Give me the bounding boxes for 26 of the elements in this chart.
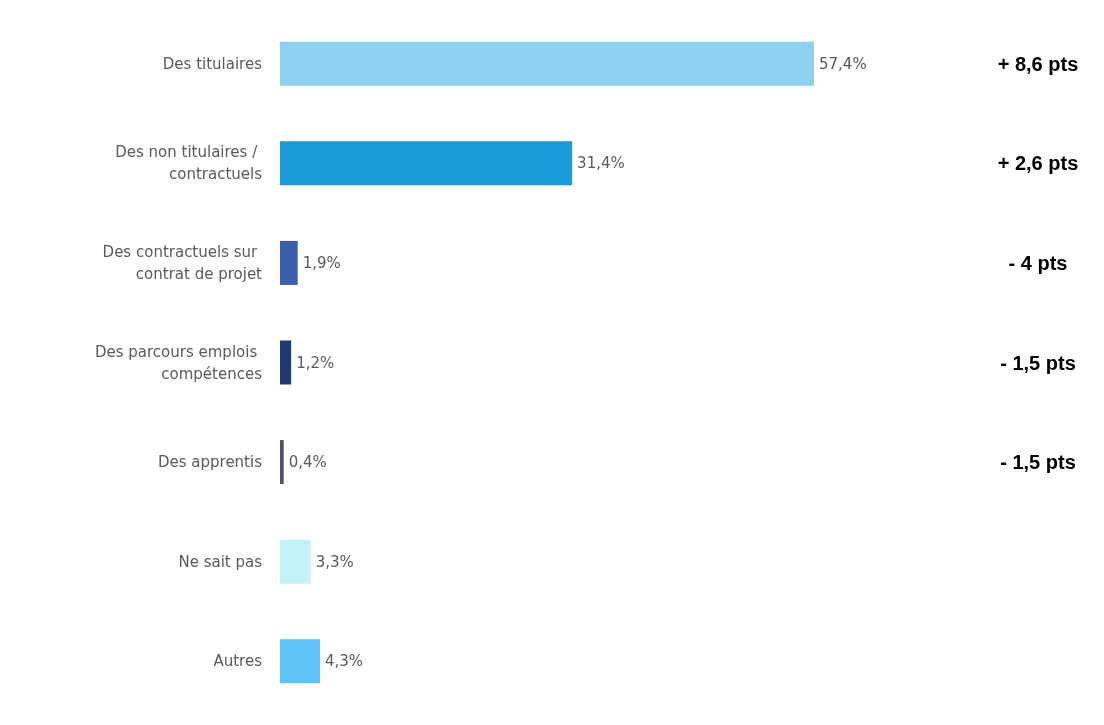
bar — [280, 141, 573, 186]
data-label: 31,4% — [577, 154, 625, 173]
data-label: 4,3% — [325, 652, 364, 671]
y-tick-label: Des titulaires — [162, 54, 263, 73]
data-label: 0,4% — [288, 453, 327, 472]
bar — [280, 539, 311, 584]
y-tick-label: Autres — [213, 652, 263, 671]
data-label: 3,3% — [315, 552, 354, 571]
y-tick-label: Des apprentis — [157, 453, 263, 472]
y-tick-label: Des parcours emplois compétences — [94, 342, 263, 383]
y-tick-label: Ne sait pas — [178, 552, 263, 571]
data-label: 57,4% — [819, 54, 867, 73]
data-label: 1,9% — [302, 253, 341, 272]
bar — [280, 240, 298, 285]
text: - 1,5 pts — [1000, 351, 1076, 374]
text: - 4 pts — [1008, 251, 1068, 274]
y-tick-label: Des non titulaires / contractuels — [115, 143, 263, 184]
bar — [280, 340, 292, 385]
y-tick-label: Des contractuels sur contrat de projet — [102, 242, 263, 283]
bar — [280, 440, 284, 485]
bar — [280, 41, 814, 86]
text: - 1,5 pts — [1000, 451, 1076, 474]
text: + 2,6 pts — [997, 152, 1079, 175]
data-label: 1,2% — [296, 353, 335, 372]
bar — [280, 639, 320, 684]
text: + 8,6 pts — [997, 52, 1079, 75]
